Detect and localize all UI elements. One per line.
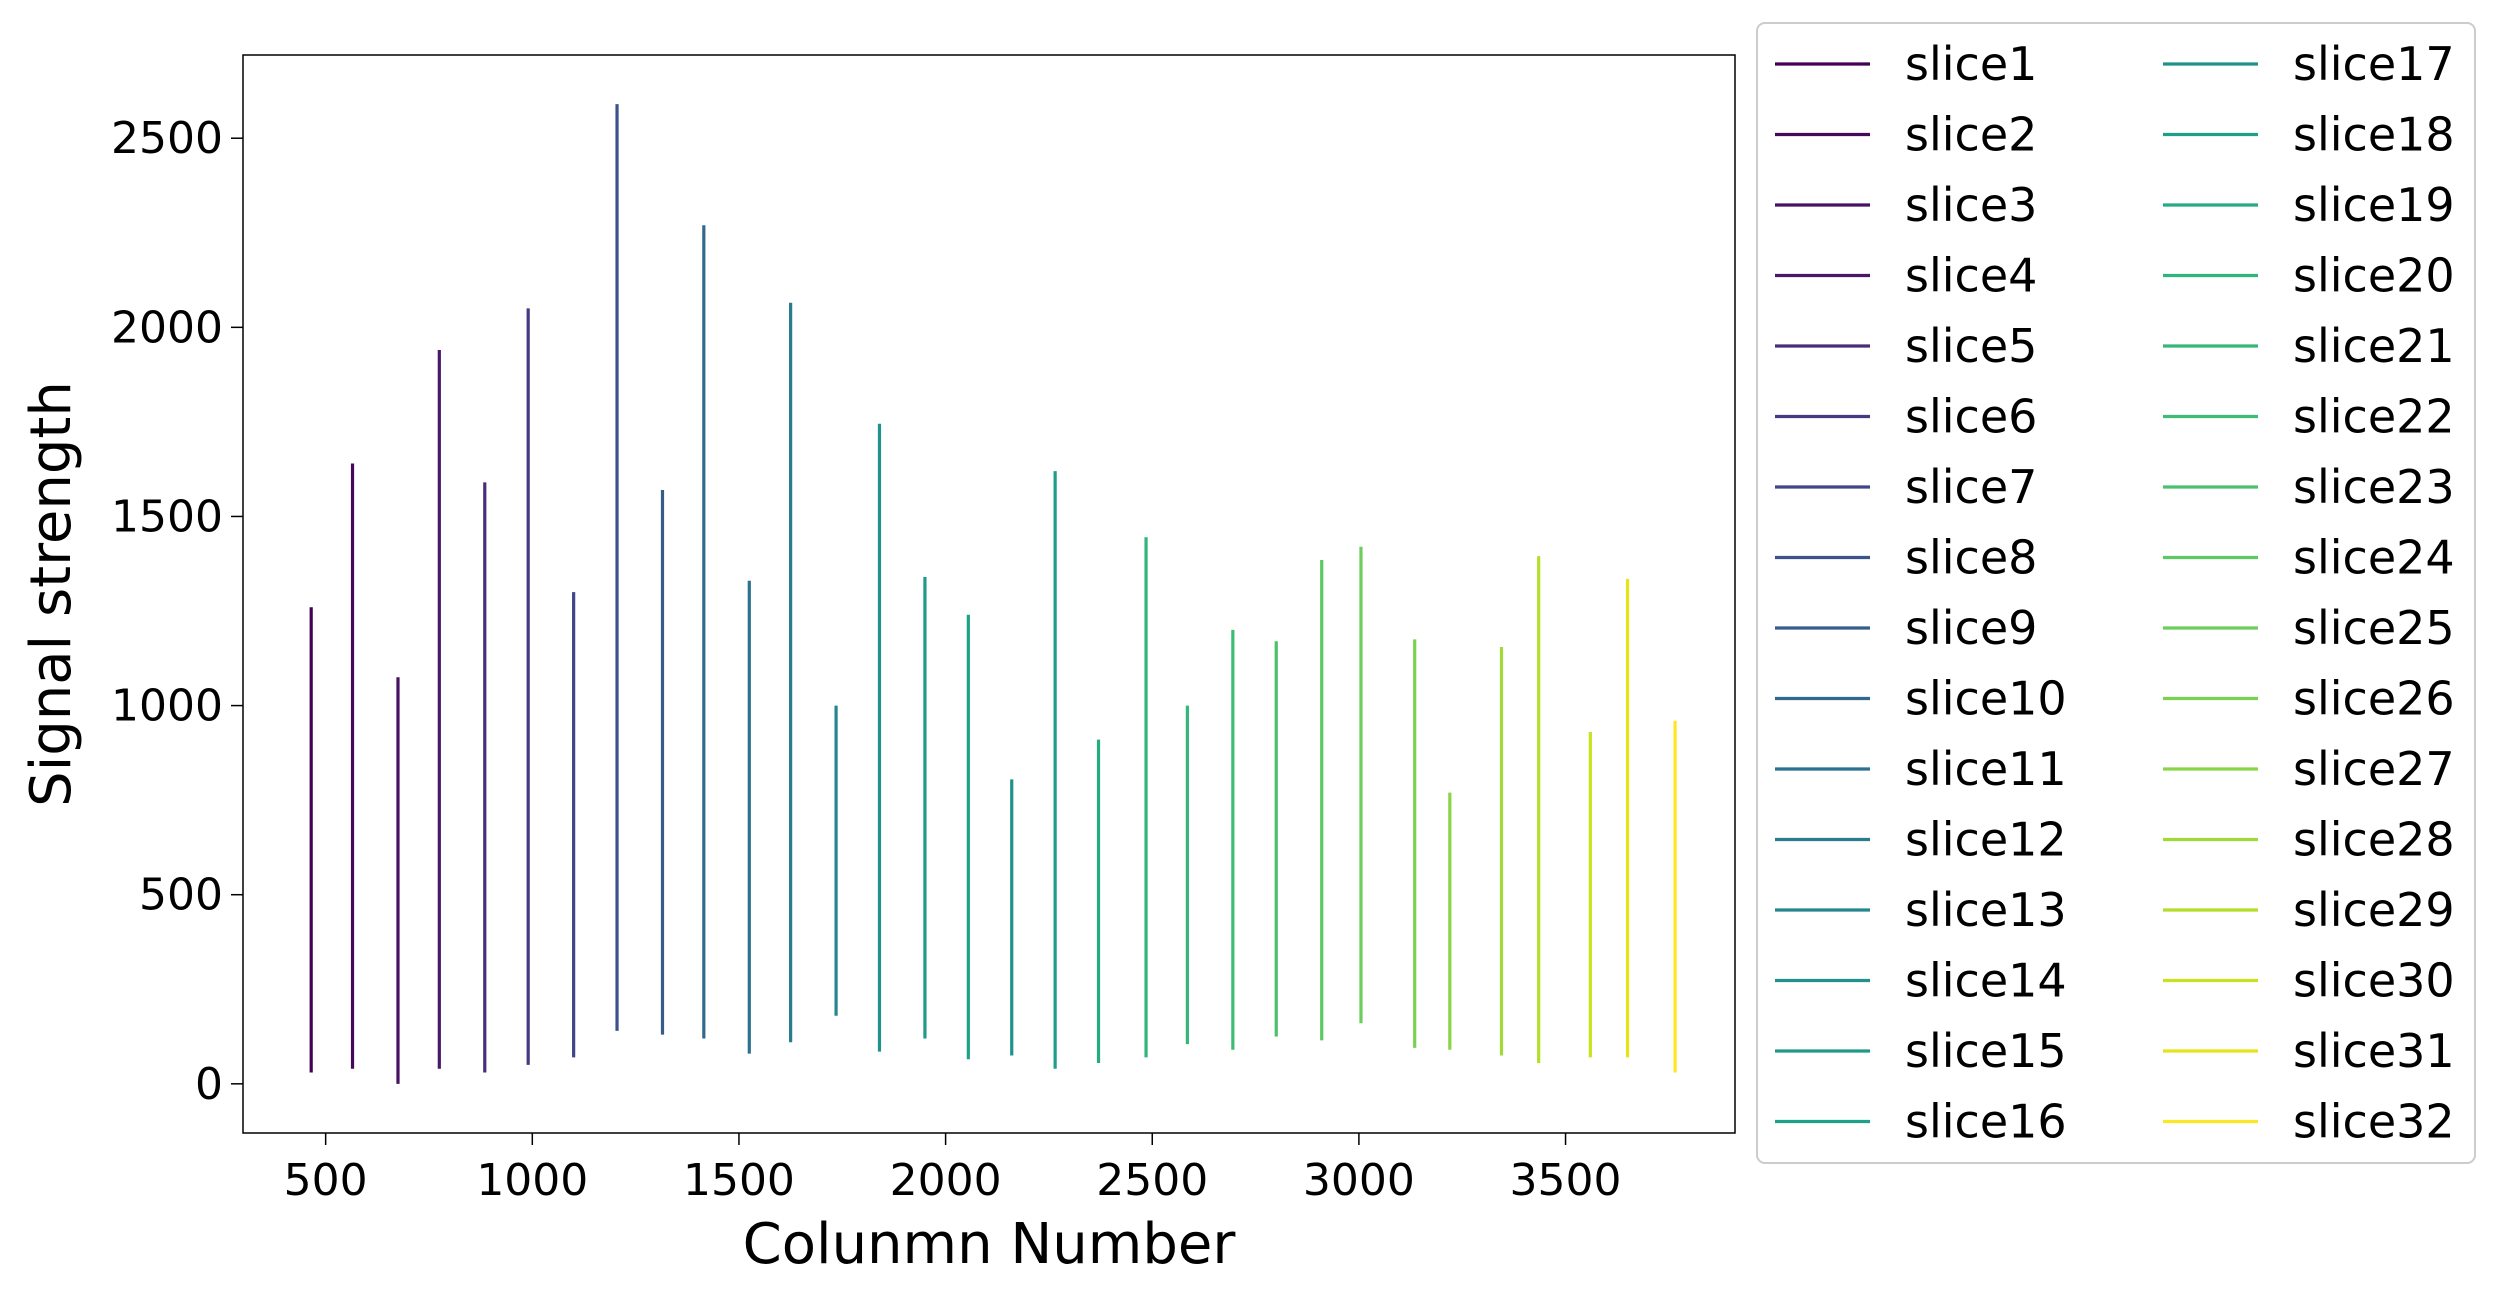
legend-item-slice21: slice21 bbox=[2163, 319, 2455, 373]
legend-label: slice29 bbox=[2293, 883, 2455, 937]
x-tick-label: 2500 bbox=[1096, 1155, 1208, 1206]
legend-item-slice7: slice7 bbox=[1775, 460, 2037, 514]
legend-label: slice7 bbox=[1905, 460, 2037, 514]
legend-label: slice18 bbox=[2293, 108, 2455, 162]
y-axis-label: Signal strength bbox=[19, 381, 84, 807]
legend-item-slice18: slice18 bbox=[2163, 108, 2455, 162]
legend-item-slice8: slice8 bbox=[1775, 531, 2037, 585]
legend-label: slice11 bbox=[1905, 742, 2067, 796]
legend-frame bbox=[1756, 22, 2476, 1164]
x-tick-label: 3500 bbox=[1510, 1155, 1622, 1206]
plot-area bbox=[242, 54, 1736, 1134]
legend-label: slice32 bbox=[2293, 1095, 2455, 1149]
legend-label: slice17 bbox=[2293, 37, 2455, 91]
x-tick-label: 2000 bbox=[890, 1155, 1002, 1206]
x-tick-label: 1500 bbox=[683, 1155, 795, 1206]
legend-item-slice3: slice3 bbox=[1775, 178, 2037, 232]
legend-item-slice15: slice15 bbox=[1775, 1024, 2067, 1078]
legend-item-slice13: slice13 bbox=[1775, 883, 2067, 937]
legend-item-slice16: slice16 bbox=[1775, 1095, 2067, 1149]
legend-label: slice6 bbox=[1905, 390, 2037, 444]
legend-label: slice4 bbox=[1905, 249, 2037, 303]
legend-item-slice26: slice26 bbox=[2163, 672, 2455, 726]
x-axis: 500 1000 1500 2000 2500 3000 3500 bbox=[284, 1133, 1622, 1206]
legend-label: slice23 bbox=[2293, 460, 2455, 514]
legend-item-slice24: slice24 bbox=[2163, 531, 2455, 585]
legend-label: slice19 bbox=[2293, 178, 2455, 232]
series-layer bbox=[309, 104, 1677, 1084]
legend-item-slice28: slice28 bbox=[2163, 813, 2455, 867]
legend-item-slice5: slice5 bbox=[1775, 319, 2037, 373]
legend-label: slice9 bbox=[1905, 601, 2037, 655]
legend-item-slice32: slice32 bbox=[2163, 1095, 2455, 1149]
legend-label: slice27 bbox=[2293, 742, 2455, 796]
legend-label: slice30 bbox=[2293, 954, 2455, 1008]
y-tick-label: 1000 bbox=[111, 681, 223, 732]
legend-item-slice23: slice23 bbox=[2163, 460, 2455, 514]
legend-item-slice14: slice14 bbox=[1775, 954, 2067, 1008]
y-tick-label: 0 bbox=[195, 1059, 223, 1110]
legend-label: slice3 bbox=[1905, 178, 2037, 232]
legend-label: slice1 bbox=[1905, 37, 2037, 91]
y-tick-label: 1500 bbox=[111, 491, 223, 542]
legend-item-slice6: slice6 bbox=[1775, 390, 2037, 444]
legend-label: slice5 bbox=[1905, 319, 2037, 373]
x-axis-label: Colunmn Number bbox=[743, 1212, 1237, 1277]
legend-item-slice17: slice17 bbox=[2163, 37, 2455, 91]
legend-item-slice19: slice19 bbox=[2163, 178, 2455, 232]
legend-item-slice22: slice22 bbox=[2163, 390, 2455, 444]
legend-item-slice10: slice10 bbox=[1775, 672, 2067, 726]
legend-item-slice31: slice31 bbox=[2163, 1024, 2455, 1078]
legend-items: slice1 slice2 slice3 slice4 slice5 slice6 slic… bbox=[1775, 37, 2455, 1149]
legend-item-slice12: slice12 bbox=[1775, 813, 2067, 867]
x-tick-label: 1000 bbox=[476, 1155, 588, 1206]
y-axis: 0 500 1000 1500 2000 2500 bbox=[111, 113, 243, 1110]
legend-item-slice20: slice20 bbox=[2163, 249, 2455, 303]
legend-label: slice10 bbox=[1905, 672, 2067, 726]
legend-label: slice20 bbox=[2293, 249, 2455, 303]
legend-item-slice4: slice4 bbox=[1775, 249, 2037, 303]
legend-item-slice25: slice25 bbox=[2163, 601, 2455, 655]
x-tick-label: 500 bbox=[284, 1155, 368, 1206]
y-tick-label: 2000 bbox=[111, 302, 223, 353]
legend-item-slice9: slice9 bbox=[1775, 601, 2037, 655]
y-tick-label: 500 bbox=[139, 870, 223, 921]
legend-label: slice12 bbox=[1905, 813, 2067, 867]
legend-label: slice21 bbox=[2293, 319, 2455, 373]
legend-label: slice15 bbox=[1905, 1024, 2067, 1078]
legend-label: slice2 bbox=[1905, 108, 2037, 162]
legend-label: slice31 bbox=[2293, 1024, 2455, 1078]
legend-label: slice26 bbox=[2293, 672, 2455, 726]
legend-label: slice25 bbox=[2293, 601, 2455, 655]
legend-item-slice1: slice1 bbox=[1775, 37, 2037, 91]
legend-item-slice30: slice30 bbox=[2163, 954, 2455, 1008]
legend: slice1 slice2 slice3 slice4 slice5 slice6 slic… bbox=[1756, 22, 2476, 1164]
legend-item-slice29: slice29 bbox=[2163, 883, 2455, 937]
legend-item-slice2: slice2 bbox=[1775, 108, 2037, 162]
legend-label: slice13 bbox=[1905, 883, 2067, 937]
legend-label: slice14 bbox=[1905, 954, 2067, 1008]
legend-label: slice16 bbox=[1905, 1095, 2067, 1149]
legend-label: slice22 bbox=[2293, 390, 2455, 444]
legend-label: slice28 bbox=[2293, 813, 2455, 867]
y-tick-label: 2500 bbox=[111, 113, 223, 164]
legend-label: slice8 bbox=[1905, 531, 2037, 585]
legend-item-slice11: slice11 bbox=[1775, 742, 2067, 796]
x-tick-label: 3000 bbox=[1303, 1155, 1415, 1206]
plot-frame bbox=[242, 54, 1736, 1134]
legend-item-slice27: slice27 bbox=[2163, 742, 2455, 796]
legend-label: slice24 bbox=[2293, 531, 2455, 585]
